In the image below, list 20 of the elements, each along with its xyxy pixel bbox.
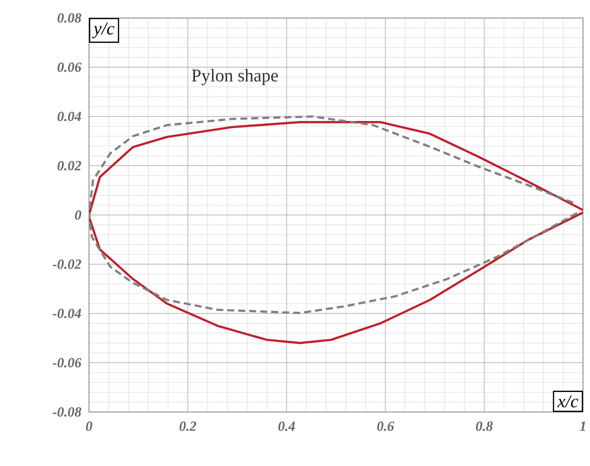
y-tick-label: 0	[75, 210, 82, 220]
x-tick-label: 0.6	[377, 422, 394, 431]
x-tick-label: 0.2	[180, 422, 196, 431]
line-series	[89, 121, 584, 344]
annotation: Pylon shape	[192, 68, 278, 86]
x-tick-label: 0	[86, 422, 92, 431]
y-tick-label: -0.06	[52, 358, 82, 368]
y-tick-label: 0.08	[58, 13, 82, 23]
x-tick-label: 0.4	[278, 422, 295, 431]
y-tick-label: -0.04	[52, 308, 82, 318]
x-tick-label: 0.8	[476, 422, 493, 431]
y-tick-label: 0.02	[58, 160, 82, 170]
y-axis-title: y/c	[92, 22, 114, 38]
x-tick-label: 1	[580, 421, 586, 431]
x-axis-title: x/c	[557, 395, 578, 408]
y-tick-label: -0.02	[52, 259, 82, 269]
line-series	[89, 115, 580, 314]
y-tick-label: 0.06	[58, 62, 82, 72]
y-tick-label: 0.04	[58, 112, 82, 122]
y-tick-label: -0.08	[52, 407, 82, 417]
